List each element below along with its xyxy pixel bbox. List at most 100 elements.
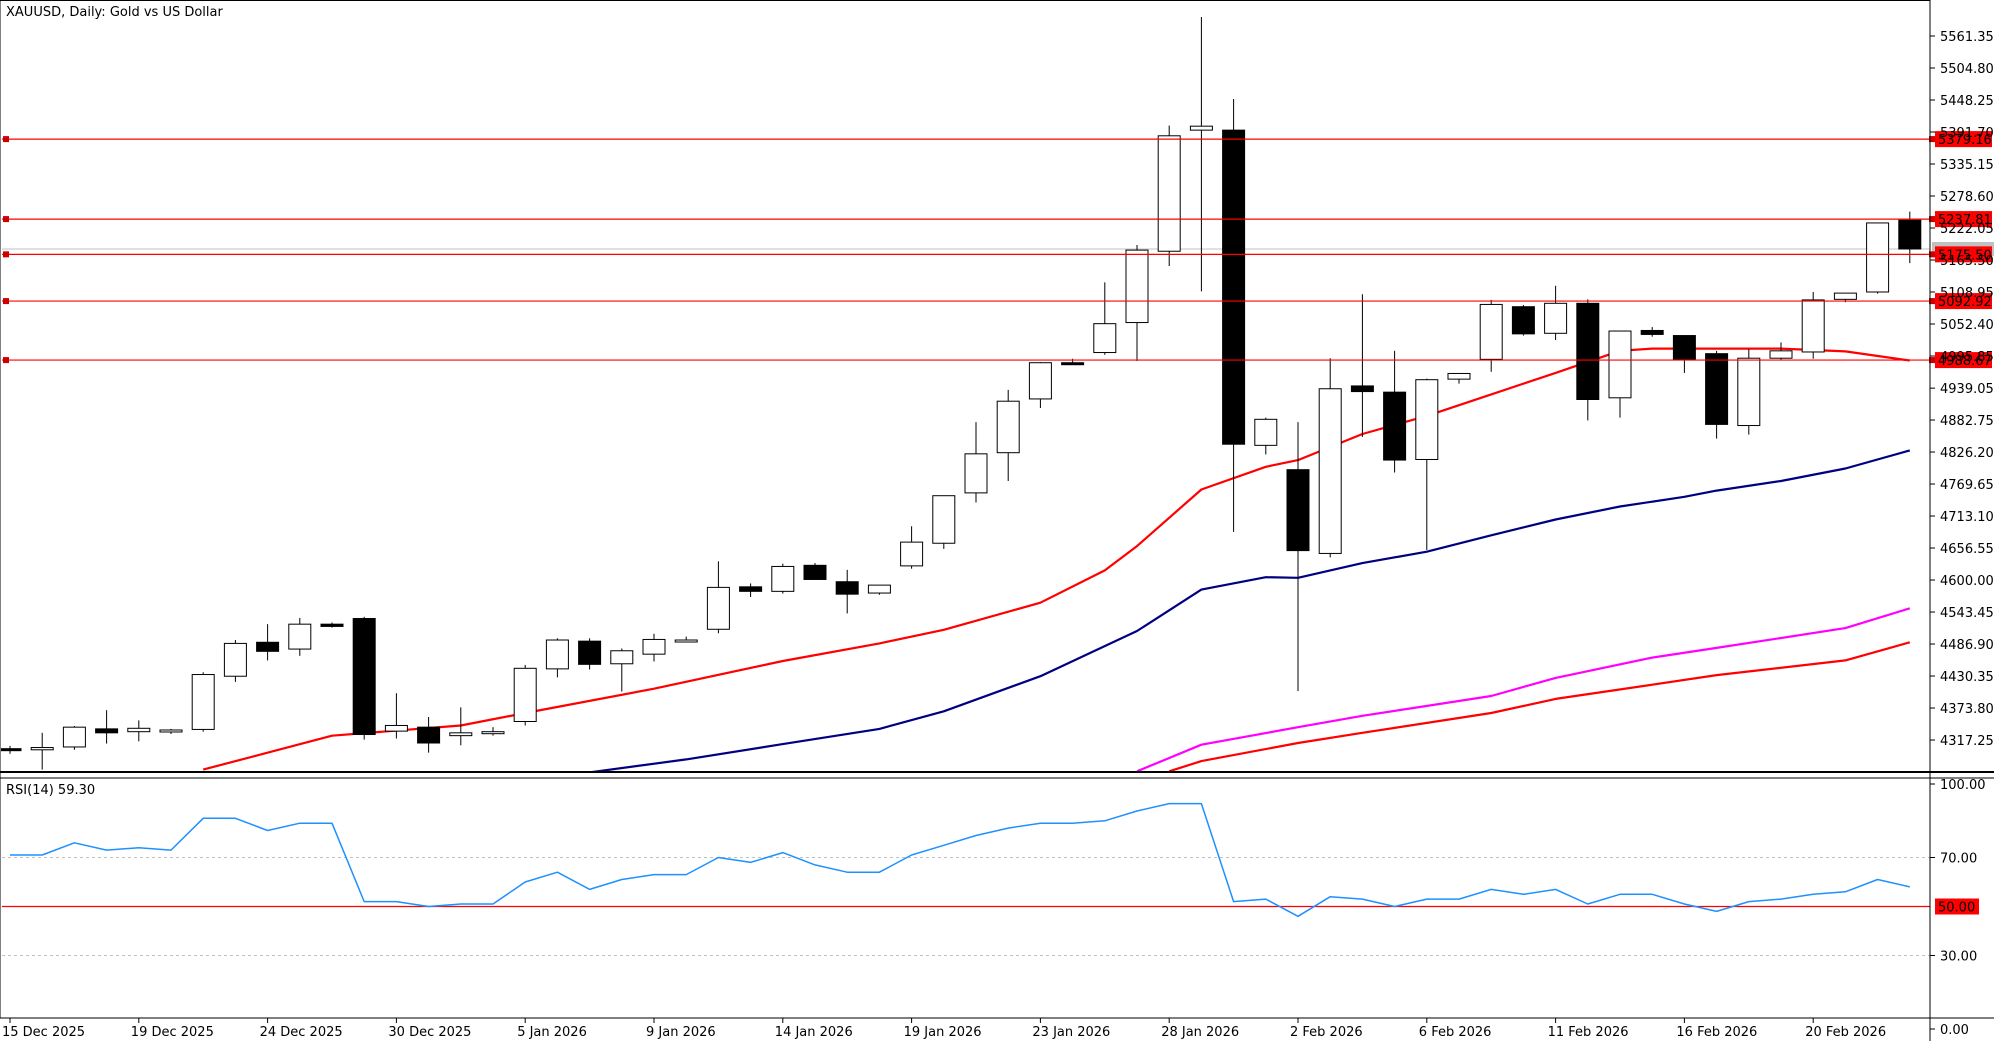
horizontal-line-anchor[interactable]: [1929, 136, 1935, 143]
candle[interactable]: [1125, 245, 1149, 362]
candle[interactable]: [1286, 422, 1310, 691]
candle[interactable]: [352, 616, 376, 740]
candle[interactable]: [642, 633, 666, 662]
candle[interactable]: [191, 672, 215, 732]
candle[interactable]: [1801, 291, 1825, 359]
candle-body-bullish: [1608, 330, 1632, 399]
candle[interactable]: [1769, 342, 1793, 361]
candle-body-bullish: [62, 726, 86, 748]
candle-body-bullish: [1866, 222, 1890, 293]
horizontal-line-anchor[interactable]: [1929, 251, 1935, 258]
candle[interactable]: [159, 728, 183, 734]
candle[interactable]: [1640, 327, 1664, 337]
candle[interactable]: [1415, 378, 1439, 551]
candle[interactable]: [62, 726, 86, 750]
candle-body-bullish: [481, 731, 505, 735]
candle[interactable]: [417, 716, 441, 753]
candle[interactable]: [610, 648, 634, 692]
horizontal-line-anchor[interactable]: [3, 357, 9, 364]
candle-body-bullish: [1833, 292, 1857, 300]
candle[interactable]: [1511, 305, 1535, 336]
candle[interactable]: [513, 664, 537, 726]
candle[interactable]: [835, 569, 859, 614]
candle[interactable]: [223, 640, 247, 682]
candle[interactable]: [1254, 417, 1278, 455]
horizontal-line[interactable]: 5237.81: [2, 211, 1992, 228]
rsi-level-badge: [1935, 898, 1979, 915]
price-tick-label: 5391.70: [1940, 126, 1994, 141]
price-tick-label: 5165.50: [1940, 254, 1994, 269]
candle[interactable]: [1866, 222, 1890, 294]
horizontal-line-anchor[interactable]: [1929, 298, 1935, 305]
candle[interactable]: [803, 563, 827, 581]
candle[interactable]: [1608, 330, 1632, 418]
horizontal-line[interactable]: 5379.16: [2, 131, 1992, 148]
date-tick-label: 19 Dec 2025: [131, 1025, 214, 1040]
candle[interactable]: [1705, 350, 1729, 439]
candle[interactable]: [256, 624, 280, 661]
candle[interactable]: [1544, 285, 1568, 341]
candle[interactable]: [481, 727, 505, 736]
candle[interactable]: [449, 707, 473, 746]
horizontal-line[interactable]: 5175.50: [2, 246, 1992, 263]
candle[interactable]: [545, 638, 569, 678]
candle[interactable]: [900, 526, 924, 569]
price-tick-label: 5108.95: [1940, 286, 1994, 301]
candle[interactable]: [1093, 282, 1117, 355]
date-tick-label: 11 Feb 2026: [1548, 1025, 1629, 1040]
candle[interactable]: [996, 389, 1020, 481]
candle-body-bearish: [256, 641, 280, 652]
candle[interactable]: [674, 636, 698, 643]
horizontal-line-anchor[interactable]: [3, 216, 9, 223]
candle[interactable]: [578, 638, 602, 670]
candle[interactable]: [706, 561, 730, 634]
horizontal-line-anchor[interactable]: [1929, 357, 1935, 364]
price-tick-label: 4317.25: [1940, 734, 1994, 749]
date-tick-label: 19 Jan 2026: [904, 1025, 982, 1040]
price-tick-label: 4600.00: [1940, 574, 1994, 589]
date-tick-label: 30 Dec 2025: [388, 1025, 471, 1040]
candle-body-bullish: [964, 453, 988, 494]
chart-title: XAUUSD, Daily: Gold vs US Dollar: [6, 5, 223, 20]
candle[interactable]: [771, 563, 795, 594]
candle[interactable]: [95, 710, 119, 744]
candle-body-bearish: [1576, 302, 1600, 401]
candle[interactable]: [1157, 125, 1181, 266]
horizontal-line-price-badge: [1935, 293, 1992, 310]
candle-body-bullish: [610, 650, 634, 665]
candle[interactable]: [1189, 16, 1213, 292]
candle[interactable]: [288, 617, 312, 656]
horizontal-line-anchor[interactable]: [3, 136, 9, 143]
rsi-tick-label: 100.00: [1940, 778, 1986, 793]
candle[interactable]: [384, 693, 408, 739]
candle[interactable]: [867, 584, 891, 595]
horizontal-line-anchor[interactable]: [1929, 216, 1935, 223]
candle[interactable]: [127, 720, 151, 742]
candle[interactable]: [739, 583, 763, 598]
horizontal-line[interactable]: 5092.92: [2, 293, 1992, 310]
candle[interactable]: [1576, 299, 1600, 421]
price-tick-label: 4882.75: [1940, 414, 1994, 429]
candle-body-bullish: [30, 747, 54, 751]
candle[interactable]: [1028, 362, 1052, 408]
candle[interactable]: [1383, 350, 1407, 473]
price-tick-label: 4543.45: [1940, 606, 1994, 621]
candle[interactable]: [1350, 294, 1374, 437]
candle[interactable]: [1222, 99, 1246, 532]
candle[interactable]: [0, 745, 22, 754]
horizontal-line-anchor[interactable]: [3, 298, 9, 305]
candle[interactable]: [30, 732, 54, 770]
candle-body-bullish: [1479, 303, 1503, 360]
candle[interactable]: [1318, 358, 1342, 558]
price-tick-label: 4656.55: [1940, 542, 1994, 557]
horizontal-line-anchor[interactable]: [3, 251, 9, 258]
candle[interactable]: [964, 422, 988, 503]
candle[interactable]: [1447, 372, 1471, 384]
candle[interactable]: [932, 495, 956, 549]
candle[interactable]: [320, 622, 344, 628]
horizontal-line[interactable]: 4988.67: [2, 352, 1992, 369]
candle[interactable]: [1737, 349, 1761, 435]
price-tick-label: 5504.80: [1940, 62, 1994, 77]
